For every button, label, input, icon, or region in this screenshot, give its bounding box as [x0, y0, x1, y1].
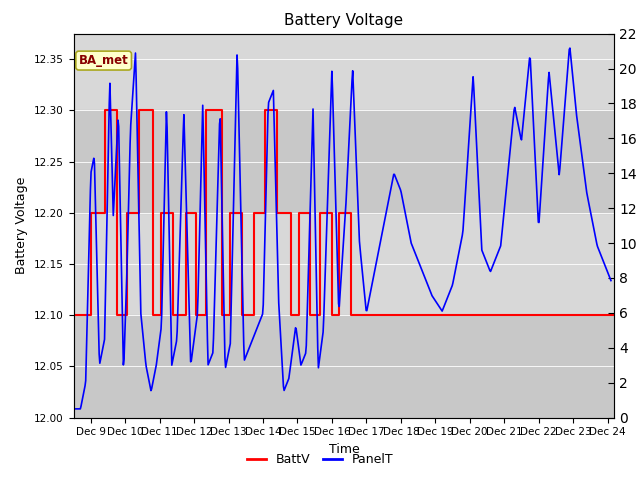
Title: Battery Voltage: Battery Voltage	[284, 13, 404, 28]
Legend: BattV, PanelT: BattV, PanelT	[242, 448, 398, 471]
Bar	[74, 110, 614, 213]
Text: BA_met: BA_met	[79, 54, 129, 67]
X-axis label: Time: Time	[328, 443, 360, 456]
Y-axis label: Battery Voltage: Battery Voltage	[15, 177, 28, 274]
Bar	[74, 315, 614, 418]
